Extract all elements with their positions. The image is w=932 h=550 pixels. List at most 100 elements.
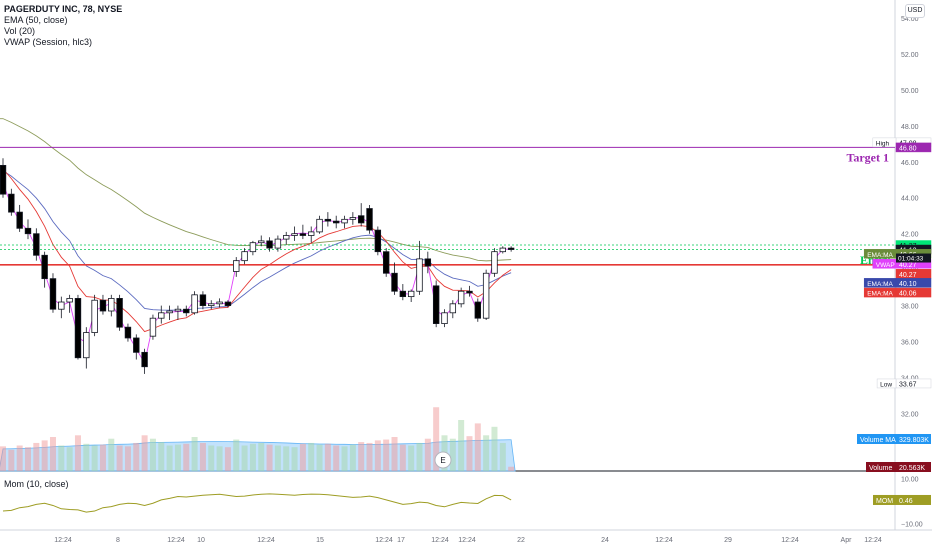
time-tick-label: Apr [841, 537, 853, 544]
time-tick-label: 24 [601, 537, 609, 544]
volume-bar [166, 445, 173, 471]
price-tick-label: 36.00 [901, 340, 919, 347]
candle-body [266, 240, 273, 249]
time-tick-label: 12:24 [781, 537, 799, 544]
ema-red-price-label-tag [863, 287, 897, 298]
volume-bar [8, 449, 15, 471]
study-volume[interactable]: Vol (20) [4, 26, 36, 36]
volume-bar [424, 438, 431, 471]
candle-body [108, 298, 115, 312]
volume-bar [199, 442, 206, 471]
volume-bar [149, 438, 156, 471]
candle-body [374, 229, 382, 253]
candle-body [0, 164, 7, 195]
volume-bar [333, 445, 340, 471]
price-tick-label: 42.00 [901, 232, 919, 239]
candle-body [507, 247, 515, 250]
candle-body [233, 260, 240, 272]
volume-tag [866, 462, 931, 472]
time-tick-label: 22 [517, 537, 525, 544]
time-tick-label: 17 [397, 537, 405, 544]
candle-body [74, 298, 82, 359]
volume-bar [216, 446, 223, 471]
volume-bar [433, 407, 440, 471]
candle-body [41, 254, 48, 280]
time-tick-label: 12:24 [431, 537, 449, 544]
volume-bar [341, 446, 348, 471]
candle-body [491, 251, 498, 274]
low-label-label-tag [876, 378, 897, 389]
time-tick-label: 8 [116, 537, 120, 544]
candle-body [283, 235, 290, 240]
time-tick-label: 10 [197, 537, 205, 544]
volume-bar [66, 447, 73, 471]
time-tick-label: 12:24 [257, 537, 275, 544]
earnings-icon [434, 451, 452, 469]
volume-bar [158, 442, 165, 471]
countdown-tag [896, 253, 931, 263]
ema-red-price-value: 40.06 [899, 291, 917, 298]
volume-bar [91, 445, 98, 471]
volume-bar [133, 442, 140, 471]
volume-bar [258, 442, 265, 471]
volume-bar [233, 439, 240, 471]
candle-body [291, 233, 298, 236]
volume-bar [141, 435, 148, 471]
ema-blue-price-label: EMA:MA [867, 281, 893, 288]
volume-bar [108, 438, 115, 471]
candle-body [58, 301, 65, 310]
volume-bar [0, 446, 6, 471]
volume-bar [449, 438, 456, 471]
volume-bar [24, 447, 31, 471]
symbol-title: PAGERDUTY INC, 78, NYSE [4, 4, 123, 14]
candle-body [399, 290, 407, 298]
candle-body [482, 272, 490, 319]
volume-bar [399, 444, 406, 471]
candle-body [8, 193, 15, 213]
price-tick-label: 32.00 [901, 411, 919, 418]
candle-body [166, 310, 173, 314]
volume-bar [366, 442, 373, 471]
time-tick-label: 15 [316, 537, 324, 544]
volume-bar [408, 445, 415, 471]
currency-button[interactable]: USD [905, 4, 925, 18]
vwap-price-value: 40.27 [899, 262, 917, 269]
candle-body [449, 303, 457, 314]
candle-body [499, 247, 506, 253]
volume-label: Volume [869, 465, 892, 472]
momentum-value: 0.46 [899, 498, 913, 505]
candle-body [424, 258, 432, 267]
momentum-legend[interactable]: Mom (10, close) [4, 479, 69, 489]
candle-body [33, 233, 40, 256]
candle-body [332, 220, 340, 224]
volume-bar [474, 423, 481, 471]
entry-price-value: 40.27 [899, 272, 917, 279]
volume-bar [266, 444, 273, 471]
time-tick-label: 12:24 [864, 537, 882, 544]
volume-bar [58, 445, 65, 471]
candle-body [199, 294, 207, 307]
time-tick-label: 12:24 [655, 537, 673, 544]
candle-body [191, 294, 198, 314]
candle-body [416, 258, 423, 292]
candle-body [16, 211, 23, 229]
volume-bar [308, 442, 315, 471]
study-ema50[interactable]: EMA (50, close) [4, 15, 68, 25]
volume-ma-label: Volume MA [860, 437, 896, 444]
price-tick-label: 48.00 [901, 124, 919, 131]
study-vwap[interactable]: VWAP (Session, hlc3) [4, 37, 93, 47]
volume-value: 20.563K [899, 465, 925, 472]
volume-bar [324, 443, 331, 471]
volume-bar [299, 443, 306, 471]
ema50-line [0, 118, 512, 262]
volume-bar [241, 445, 248, 471]
ema-blue-price-label-tag [863, 278, 897, 288]
volume-bar [124, 446, 131, 471]
candle-body [432, 285, 440, 324]
price-tick-label: 44.00 [901, 196, 919, 203]
candle-body [341, 218, 348, 224]
candle-body [224, 301, 232, 307]
volume-bar [349, 444, 356, 471]
volume-bar [99, 444, 106, 471]
